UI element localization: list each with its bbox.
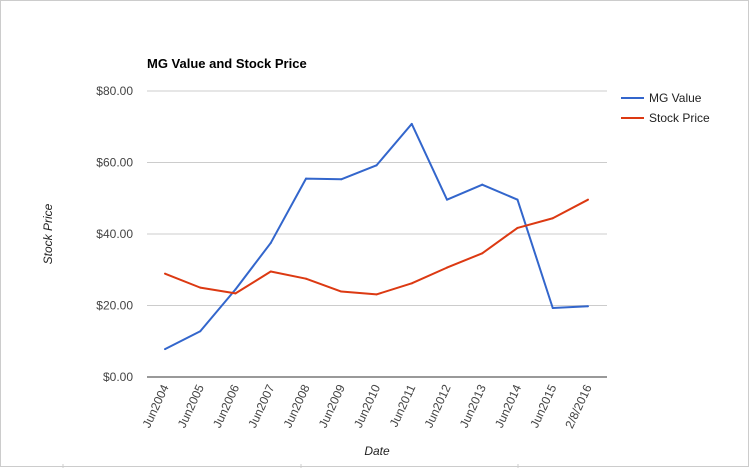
data-point (269, 241, 272, 244)
x-tick-label: Jun2015 (527, 382, 559, 430)
chart-title: MG Value and Stock Price (147, 56, 307, 71)
y-tick-label: $20.00 (96, 299, 133, 313)
y-tick-label: $80.00 (96, 84, 133, 98)
data-point (305, 177, 307, 180)
data-point (410, 282, 413, 285)
x-tick-label: Jun2008 (281, 382, 313, 430)
y-tick-label: $0.00 (103, 370, 133, 384)
data-point (446, 198, 448, 201)
data-point (481, 252, 484, 255)
data-point (410, 122, 413, 125)
data-point (199, 286, 202, 289)
x-tick-label: Jun2011 (387, 382, 419, 429)
data-point (234, 292, 237, 295)
x-tick-label: Jun2004 (140, 382, 172, 430)
data-point (516, 198, 519, 201)
gridlines (147, 90, 607, 378)
x-axis-title: Date (364, 444, 390, 458)
data-point (269, 270, 272, 273)
x-tick-label: Jun2013 (457, 382, 489, 430)
data-point (234, 288, 237, 291)
data-point (516, 226, 519, 229)
data-point (446, 266, 448, 269)
x-tick-label: Jun2014 (492, 382, 524, 430)
data-point (340, 290, 343, 293)
data-point (481, 183, 484, 186)
data-point (375, 164, 378, 167)
data-point (164, 348, 166, 351)
x-tick-label: Jun2009 (316, 382, 348, 430)
legend: MG Value Stock Price (621, 91, 710, 125)
series-line-1 (164, 198, 589, 296)
data-point (587, 198, 589, 201)
series-line-0 (164, 122, 589, 351)
data-point (305, 277, 307, 280)
data-point (551, 307, 554, 310)
legend-label: Stock Price (649, 111, 710, 125)
data-point (199, 330, 202, 333)
data-point (375, 293, 378, 296)
data-point (551, 217, 554, 220)
legend-label: MG Value (649, 91, 702, 105)
data-point (587, 305, 589, 308)
x-tick-label: Jun2010 (351, 382, 383, 430)
y-axis-ticks: $0.00 $20.00 $40.00 $60.00 $80.00 (96, 84, 133, 384)
x-axis-ticks: Jun2004 Jun2005 Jun2006 Jun2007 Jun2008 Jun20… (140, 382, 595, 431)
x-tick-label: Jun2006 (210, 382, 242, 430)
x-tick-label: Jun2012 (422, 382, 454, 430)
data-point (340, 178, 343, 181)
data-point (164, 272, 166, 275)
series-lines (164, 122, 589, 351)
y-axis-title: Stock Price (41, 203, 55, 264)
x-tick-label: 2/8/2016 (562, 382, 595, 431)
x-tick-label: Jun2005 (175, 382, 207, 430)
y-tick-label: $40.00 (96, 227, 133, 241)
y-tick-label: $60.00 (96, 156, 133, 170)
x-tick-label: Jun2007 (245, 382, 277, 430)
